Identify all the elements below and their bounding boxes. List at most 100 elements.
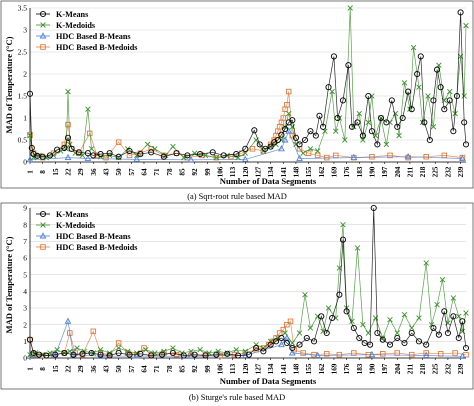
x-tick-label: 106	[216, 166, 224, 177]
data-point	[320, 328, 326, 335]
data-point	[296, 330, 303, 336]
x-tick-label: 225	[432, 166, 440, 177]
data-point	[441, 106, 448, 113]
panel-a-xlabel: Number of Data Segments	[220, 176, 317, 186]
data-point	[170, 345, 176, 351]
data-point	[401, 339, 408, 347]
data-point	[159, 351, 166, 358]
data-point	[242, 145, 249, 152]
data-point	[415, 338, 423, 345]
data-point	[365, 119, 372, 126]
data-point	[234, 352, 242, 359]
data-point	[202, 352, 209, 359]
data-point	[215, 348, 221, 355]
data-point	[374, 329, 381, 337]
x-tick-label: 211	[406, 363, 414, 374]
data-point	[394, 123, 401, 130]
data-point	[302, 291, 308, 298]
data-point	[274, 136, 281, 144]
data-point	[32, 350, 39, 356]
y-tick-label: 7	[23, 237, 27, 246]
data-point	[187, 156, 195, 163]
data-point	[401, 80, 408, 86]
data-point	[241, 155, 249, 162]
data-point	[392, 110, 399, 117]
legend-marker	[39, 232, 47, 239]
data-point	[334, 114, 341, 122]
data-point	[30, 151, 37, 158]
data-point	[399, 114, 406, 122]
data-point	[115, 139, 122, 145]
data-point	[336, 351, 343, 358]
x-tick-label: 218	[419, 363, 427, 374]
y-tick-label: 3	[23, 304, 27, 313]
data-point	[367, 341, 374, 348]
panel-a-plot: 00.511.522.533.51 8 15 22 29 36 43 50 57 64 71 78 85…	[18, 4, 470, 177]
y-tick-label: 1	[23, 337, 27, 346]
data-point	[35, 351, 43, 358]
x-tick-label: 22	[64, 168, 72, 176]
data-point	[296, 154, 303, 161]
data-point	[340, 221, 346, 228]
data-point	[455, 334, 462, 342]
data-point	[426, 136, 433, 144]
data-point	[289, 340, 296, 346]
data-point	[446, 88, 453, 95]
x-tick-label: 120	[242, 166, 250, 177]
data-point	[450, 295, 457, 301]
x-tick-label: 141	[280, 363, 288, 374]
data-point	[79, 350, 86, 357]
data-point	[220, 152, 227, 159]
data-point	[213, 351, 220, 358]
data-point	[387, 152, 393, 159]
data-point	[325, 305, 332, 311]
x-tick-label: 71	[153, 168, 161, 176]
legend-entry: K-Means	[56, 210, 88, 219]
x-tick-label: 232	[444, 166, 452, 177]
data-point	[414, 70, 421, 78]
data-point	[356, 334, 363, 342]
data-point	[278, 131, 285, 138]
panel-a-caption: (a) Sqrt-root rule based MAD	[187, 192, 287, 201]
data-point	[170, 143, 176, 150]
data-point	[283, 339, 290, 347]
data-point	[54, 146, 61, 153]
data-point	[26, 90, 34, 97]
data-point	[249, 146, 256, 152]
data-point	[404, 152, 412, 160]
data-point	[161, 348, 167, 355]
legend-entry: HDC Based B-Medoids	[56, 43, 137, 52]
data-point	[97, 151, 104, 158]
series-line-k-means	[29, 12, 467, 158]
panel-a-ylabel: MAD of Temperature (°C)	[4, 36, 14, 133]
legend-entry: HDC Based B-Means	[56, 32, 131, 41]
data-point	[405, 88, 412, 95]
y-tick-label: 5	[23, 270, 27, 279]
y-tick-label: 0	[23, 158, 27, 167]
y-tick-label: 3	[23, 26, 27, 35]
y-tick-label: 2	[23, 320, 27, 329]
data-point	[144, 141, 151, 148]
data-point	[74, 345, 80, 351]
data-point	[28, 144, 35, 151]
data-point	[97, 346, 104, 353]
data-point	[148, 352, 155, 359]
data-point	[61, 349, 68, 357]
data-point	[197, 151, 204, 158]
x-tick-label: 43	[102, 365, 110, 373]
data-point	[310, 338, 318, 345]
data-point	[81, 348, 87, 355]
data-point	[307, 325, 314, 331]
data-point	[434, 66, 441, 73]
data-point	[169, 349, 176, 357]
x-tick-label: 148	[292, 363, 300, 374]
data-point	[143, 346, 149, 353]
series-line-hdc-based-b-medoids	[29, 320, 467, 356]
data-point	[300, 150, 306, 156]
x-tick-label: 155	[305, 363, 313, 374]
data-point	[90, 328, 97, 335]
data-point	[126, 147, 133, 155]
data-point	[410, 44, 417, 51]
data-point	[278, 340, 285, 348]
